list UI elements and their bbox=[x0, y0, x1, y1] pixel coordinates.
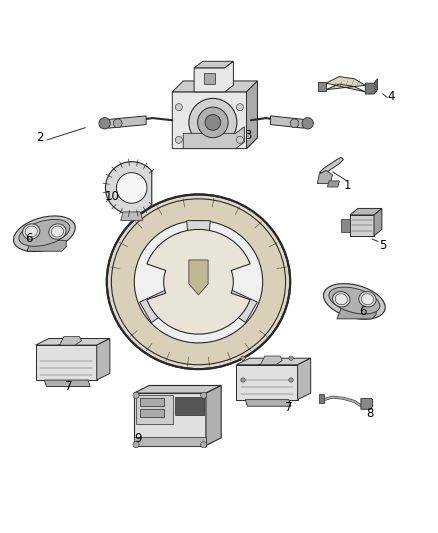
Polygon shape bbox=[187, 221, 210, 266]
Circle shape bbox=[201, 441, 207, 448]
Polygon shape bbox=[194, 61, 233, 92]
Ellipse shape bbox=[51, 226, 64, 237]
Ellipse shape bbox=[14, 216, 75, 252]
Circle shape bbox=[302, 118, 313, 129]
Text: 6: 6 bbox=[25, 232, 33, 245]
Circle shape bbox=[201, 392, 207, 398]
Polygon shape bbox=[189, 260, 208, 295]
Circle shape bbox=[175, 103, 182, 111]
Polygon shape bbox=[206, 385, 221, 446]
Polygon shape bbox=[297, 358, 311, 400]
Polygon shape bbox=[237, 358, 311, 365]
Circle shape bbox=[133, 392, 139, 398]
Circle shape bbox=[198, 107, 228, 138]
Circle shape bbox=[237, 136, 244, 143]
Polygon shape bbox=[140, 283, 189, 322]
Polygon shape bbox=[172, 81, 258, 149]
Circle shape bbox=[133, 441, 139, 448]
Circle shape bbox=[189, 99, 237, 147]
Circle shape bbox=[175, 136, 182, 143]
Ellipse shape bbox=[107, 195, 290, 369]
Ellipse shape bbox=[361, 294, 374, 305]
Text: 1: 1 bbox=[344, 179, 352, 192]
Polygon shape bbox=[35, 338, 110, 345]
Ellipse shape bbox=[335, 294, 347, 305]
Text: 10: 10 bbox=[105, 190, 120, 203]
Polygon shape bbox=[245, 400, 291, 406]
Ellipse shape bbox=[111, 199, 286, 365]
Polygon shape bbox=[172, 81, 258, 92]
Polygon shape bbox=[134, 393, 206, 446]
Polygon shape bbox=[365, 79, 378, 94]
Polygon shape bbox=[136, 395, 173, 424]
Circle shape bbox=[241, 378, 245, 382]
Ellipse shape bbox=[23, 224, 40, 239]
Polygon shape bbox=[317, 171, 332, 183]
Polygon shape bbox=[350, 208, 382, 215]
Text: 3: 3 bbox=[244, 129, 251, 142]
Polygon shape bbox=[97, 338, 110, 380]
Text: 9: 9 bbox=[134, 432, 142, 446]
Ellipse shape bbox=[332, 292, 350, 307]
Ellipse shape bbox=[49, 224, 66, 239]
Circle shape bbox=[289, 356, 293, 360]
Text: 4: 4 bbox=[388, 90, 395, 103]
Polygon shape bbox=[258, 356, 283, 365]
Polygon shape bbox=[350, 215, 374, 236]
Polygon shape bbox=[361, 398, 373, 409]
Polygon shape bbox=[147, 230, 250, 334]
Polygon shape bbox=[27, 240, 66, 251]
Polygon shape bbox=[140, 409, 163, 417]
Polygon shape bbox=[140, 398, 163, 406]
Polygon shape bbox=[105, 116, 146, 128]
Text: 5: 5 bbox=[379, 239, 386, 252]
Polygon shape bbox=[326, 77, 365, 92]
Text: 6: 6 bbox=[359, 304, 367, 318]
Polygon shape bbox=[134, 437, 206, 446]
Circle shape bbox=[289, 378, 293, 382]
Polygon shape bbox=[183, 127, 244, 149]
Ellipse shape bbox=[324, 284, 385, 319]
Polygon shape bbox=[247, 81, 258, 149]
Polygon shape bbox=[319, 157, 343, 173]
Polygon shape bbox=[374, 208, 382, 236]
Polygon shape bbox=[271, 116, 307, 128]
Circle shape bbox=[183, 266, 214, 297]
Text: 7: 7 bbox=[285, 401, 293, 414]
Polygon shape bbox=[134, 385, 221, 393]
Polygon shape bbox=[35, 345, 97, 380]
Ellipse shape bbox=[25, 226, 37, 237]
Circle shape bbox=[205, 115, 221, 130]
Ellipse shape bbox=[359, 292, 376, 307]
Polygon shape bbox=[194, 61, 233, 68]
Polygon shape bbox=[175, 398, 204, 415]
Polygon shape bbox=[106, 161, 152, 214]
Text: 8: 8 bbox=[366, 407, 373, 420]
Ellipse shape bbox=[329, 287, 380, 314]
Polygon shape bbox=[341, 220, 350, 231]
Circle shape bbox=[117, 173, 147, 203]
Polygon shape bbox=[57, 336, 81, 345]
Circle shape bbox=[113, 119, 122, 128]
Ellipse shape bbox=[19, 220, 70, 246]
Polygon shape bbox=[318, 82, 326, 91]
Polygon shape bbox=[237, 365, 297, 400]
Circle shape bbox=[99, 118, 110, 129]
Polygon shape bbox=[208, 283, 257, 322]
Circle shape bbox=[237, 103, 244, 111]
Polygon shape bbox=[337, 308, 376, 319]
Ellipse shape bbox=[134, 221, 263, 343]
Circle shape bbox=[241, 356, 245, 360]
Polygon shape bbox=[44, 380, 90, 386]
Text: 2: 2 bbox=[36, 131, 44, 144]
Bar bbox=[204, 73, 215, 84]
Polygon shape bbox=[121, 212, 143, 221]
Circle shape bbox=[290, 119, 299, 128]
Polygon shape bbox=[327, 181, 339, 187]
Polygon shape bbox=[319, 394, 324, 403]
Text: 7: 7 bbox=[65, 380, 72, 393]
